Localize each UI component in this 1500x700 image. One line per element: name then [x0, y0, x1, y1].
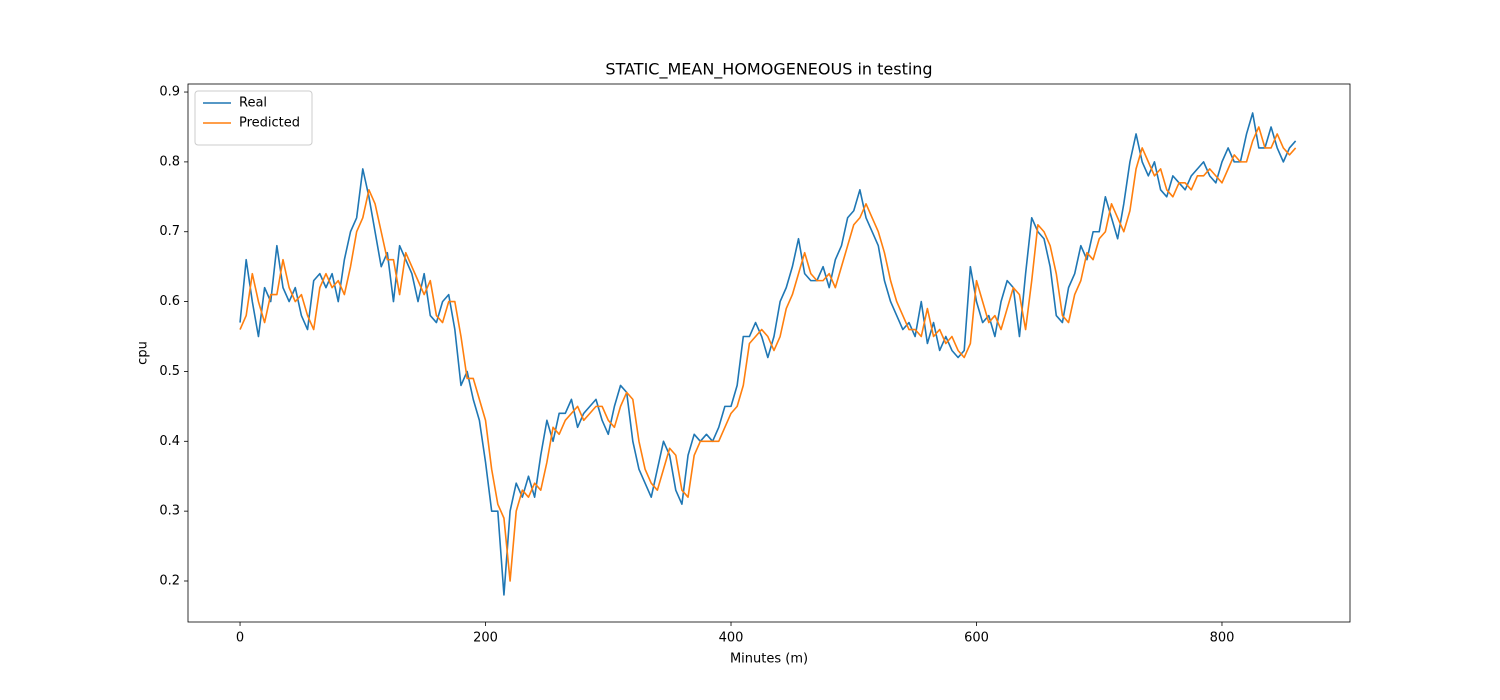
y-tick-label: 0.5 — [159, 364, 180, 379]
x-tick-label: 600 — [964, 631, 989, 646]
y-tick-label: 0.6 — [159, 294, 180, 309]
x-tick-label: 400 — [719, 631, 744, 646]
y-tick-label: 0.8 — [159, 154, 180, 169]
legend-label: Predicted — [239, 116, 300, 131]
plot-frame — [187, 83, 1351, 623]
legend-label: Real — [239, 96, 267, 111]
x-tick-label: 200 — [473, 631, 498, 646]
data-line — [239, 126, 1297, 582]
y-tick-label: 0.3 — [159, 504, 180, 519]
x-tick-label: 800 — [1210, 631, 1235, 646]
x-axis-label: Minutes (m) — [730, 652, 808, 667]
y-tick-label: 0.7 — [159, 224, 180, 239]
y-tick-label: 0.4 — [159, 434, 180, 449]
legend-box — [194, 90, 313, 146]
legend: Real Predicted — [194, 90, 313, 146]
y-tick-label: 0.2 — [159, 573, 180, 588]
data-line — [239, 112, 1297, 596]
chart-title: STATIC_MEAN_HOMOGENEOUS in testing — [605, 60, 932, 80]
x-tick-label: 0 — [236, 631, 244, 646]
y-axis-label: cpu — [136, 341, 151, 365]
y-tick-label: 0.9 — [159, 85, 180, 100]
